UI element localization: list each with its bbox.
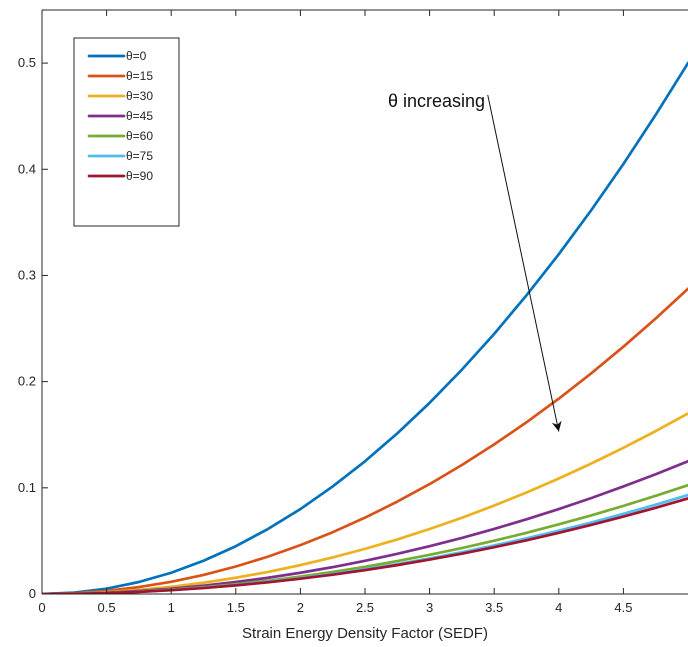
y-tick-label-1: 0.1	[18, 480, 36, 495]
legend-box	[73, 37, 180, 227]
y-tick-label-5: 0.5	[18, 55, 36, 70]
axes-layer: 0 0.5 1 1.5 2 2.5 3 3.5 4 4.5 0 0.1 0.2 0.3 0.4 0.5 Stra…	[18, 9, 688, 642]
legend-label-2: θ=30	[126, 89, 153, 103]
x-axis-label: Strain Energy Density Factor (SEDF)	[242, 625, 488, 642]
x-tick-label-3: 1.5	[227, 600, 245, 615]
x-tick-label-7: 3.5	[485, 600, 503, 615]
x-tick-label-9: 4.5	[614, 600, 632, 615]
x-tick-label-5: 2.5	[356, 600, 374, 615]
legend-label-5: θ=75	[126, 149, 153, 163]
y-tick-label-0: 0	[29, 586, 36, 601]
x-tick-label-1: 0.5	[98, 600, 116, 615]
legend: θ=0 θ=15 θ=30 θ=45 θ=60 θ=75 θ=90	[73, 37, 180, 227]
x-tick-label-8: 4	[555, 600, 562, 615]
y-tick-label-2: 0.2	[18, 374, 36, 389]
y-tick-label-4: 0.4	[18, 161, 36, 176]
y-tick-label-3: 0.3	[18, 267, 36, 282]
legend-label-3: θ=45	[126, 109, 153, 123]
series-line-6	[42, 497, 688, 594]
series-layer	[42, 61, 688, 594]
x-tick-label-2: 1	[168, 600, 175, 615]
x-tick-label-0: 0	[38, 600, 45, 615]
x-tick-label-4: 2	[297, 600, 304, 615]
annotation-arrow	[487, 94, 562, 432]
x-tick-label-6: 3	[426, 600, 433, 615]
legend-label-6: θ=90	[126, 169, 153, 183]
annotation-text: θ increasing	[388, 91, 485, 111]
series-line-1	[42, 287, 688, 594]
legend-label-4: θ=60	[126, 129, 153, 143]
series-line-0	[42, 61, 688, 594]
legend-label-0: θ=0	[126, 49, 147, 63]
annotation: θ increasing	[388, 91, 562, 432]
legend-label-1: θ=15	[126, 69, 153, 83]
